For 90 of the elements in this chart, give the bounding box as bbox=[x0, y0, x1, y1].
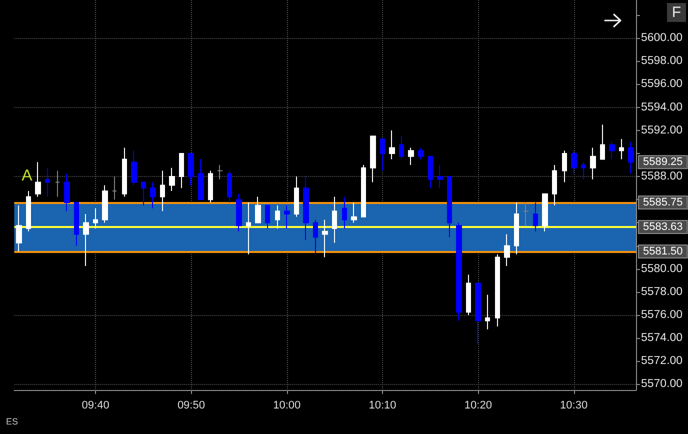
x-tick-label: 09:40 bbox=[82, 400, 110, 412]
candlestick bbox=[380, 138, 385, 172]
candlestick bbox=[102, 184, 108, 224]
candlestick bbox=[332, 196, 337, 244]
candlestick bbox=[313, 219, 318, 255]
y-tick-label: 5570.00 bbox=[641, 378, 683, 390]
candlestick bbox=[169, 167, 175, 192]
candlestick bbox=[523, 202, 529, 226]
candlestick bbox=[475, 282, 481, 344]
x-tick-label: 10:00 bbox=[273, 400, 301, 412]
candlestick bbox=[265, 204, 270, 229]
candlestick bbox=[294, 176, 299, 218]
x-tick-label: 10:30 bbox=[560, 400, 588, 412]
y-tick-label: 5600.00 bbox=[641, 32, 683, 44]
candlestick bbox=[619, 138, 624, 160]
candlestick bbox=[246, 202, 251, 255]
candlestick bbox=[160, 170, 165, 212]
candlestick bbox=[141, 182, 146, 206]
y-tick-label: 5576.00 bbox=[641, 309, 683, 321]
y-tick-label: 5588.00 bbox=[641, 170, 683, 183]
candlestick bbox=[303, 176, 309, 240]
candlestick bbox=[542, 193, 548, 232]
candlestick bbox=[456, 222, 462, 322]
x-tick-label: 10:20 bbox=[464, 400, 492, 412]
candlestick bbox=[284, 204, 290, 229]
y-tick-label: 5594.00 bbox=[641, 101, 683, 114]
candlestick bbox=[112, 176, 117, 200]
candlestick bbox=[122, 147, 127, 198]
candlestick bbox=[514, 202, 519, 255]
candlestick bbox=[351, 202, 357, 224]
candlestick bbox=[571, 150, 577, 174]
candlestick bbox=[93, 208, 98, 229]
candlestick bbox=[150, 182, 156, 209]
candlestick bbox=[64, 173, 70, 212]
ref-line-label: 5583.63 bbox=[643, 220, 683, 233]
candlestick bbox=[533, 202, 538, 232]
candlestick bbox=[179, 152, 184, 189]
candlestick bbox=[131, 150, 137, 186]
candlestick bbox=[495, 254, 500, 328]
candlestick bbox=[408, 147, 414, 166]
candlestick bbox=[609, 141, 615, 160]
candlestick bbox=[504, 234, 510, 266]
y-tick-label: 5578.00 bbox=[641, 286, 683, 298]
candlestick bbox=[552, 164, 557, 206]
candlestick bbox=[466, 274, 471, 316]
candlestick bbox=[418, 147, 424, 160]
candlestick bbox=[83, 214, 89, 266]
ref-line-label: 5581.50 bbox=[643, 246, 683, 258]
x-tick-label: 10:10 bbox=[368, 400, 396, 412]
text: ES bbox=[6, 416, 18, 426]
candlestick bbox=[74, 202, 79, 246]
candlestick bbox=[55, 170, 60, 198]
candlestick bbox=[275, 204, 280, 229]
candlestick bbox=[447, 176, 452, 238]
candlestick bbox=[236, 193, 242, 232]
candlestick bbox=[45, 167, 50, 198]
candlestick bbox=[361, 164, 366, 218]
candlestick bbox=[26, 190, 31, 232]
candlestick bbox=[188, 152, 194, 186]
candlestick bbox=[485, 294, 490, 330]
candlestick bbox=[198, 158, 204, 200]
candlestick bbox=[590, 147, 596, 180]
candlestick bbox=[389, 130, 395, 160]
candlestick bbox=[322, 219, 328, 258]
annotation: A bbox=[22, 168, 33, 184]
candlestick bbox=[35, 162, 41, 198]
x-tick-label: 09:50 bbox=[177, 400, 205, 412]
candlestick bbox=[370, 136, 376, 183]
y-tick-label: 5574.00 bbox=[641, 332, 683, 344]
y-tick-label: 5592.00 bbox=[641, 124, 683, 136]
y-tick-label: 5580.00 bbox=[641, 262, 683, 275]
y-tick-label: 5596.00 bbox=[641, 78, 683, 90]
y-tick-label: 5572.00 bbox=[641, 355, 683, 368]
candlestick bbox=[437, 164, 443, 189]
candlestick bbox=[208, 170, 213, 203]
f-button: F bbox=[667, 3, 686, 22]
candlestick bbox=[562, 150, 567, 183]
y-tick-label: 5598.00 bbox=[641, 55, 683, 68]
candlestick bbox=[581, 162, 586, 180]
candlestick bbox=[342, 196, 347, 229]
candlestick bbox=[399, 136, 404, 160]
candlestick bbox=[255, 196, 261, 224]
candlestick bbox=[227, 170, 232, 203]
candlestick bbox=[217, 164, 223, 180]
candlestick bbox=[428, 156, 433, 189]
candlestick bbox=[600, 124, 605, 160]
candlestick bbox=[16, 204, 22, 252]
candlestick bbox=[628, 141, 634, 174]
ref-line-label: 5585.75 bbox=[643, 196, 683, 208]
text: 5589.25 bbox=[643, 156, 683, 168]
